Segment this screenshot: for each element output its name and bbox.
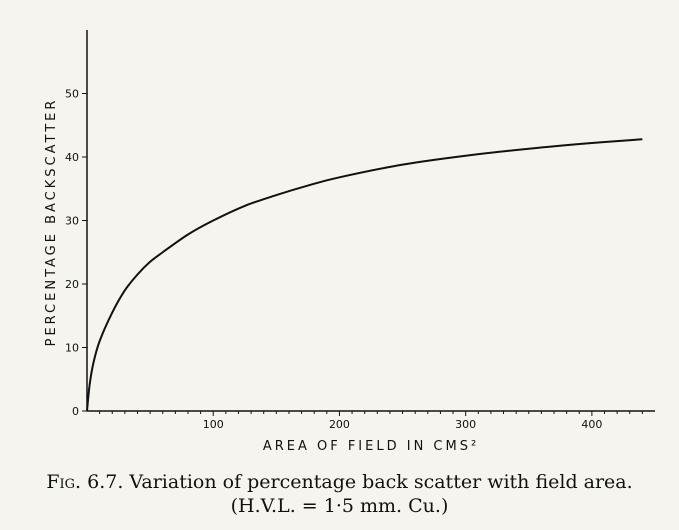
caption-line-2: (H.V.L. = 1·5 mm. Cu.) [230,495,449,517]
y-tick-label: 0 [72,405,79,418]
caption-line-1: Fig. 6.7. Variation of percentage back s… [0,470,679,494]
y-tick-label: 40 [65,151,79,164]
x-tick-label: 300 [455,418,476,431]
y-tick-label: 10 [65,342,79,355]
y-tick-label: 20 [65,278,79,291]
y-axis-title: PERCENTAGE BACKSCATTER [44,98,59,347]
caption-figure-prefix: Fig. [46,471,82,493]
x-axis-ticks: 100 200 300 400 [99,411,643,431]
x-tick-label: 100 [203,418,224,431]
caption-text: 6.7. Variation of percentage back scatte… [87,471,633,493]
x-tick-label: 400 [581,418,602,431]
y-axis-ticks: 0 10 20 30 40 50 [65,88,87,418]
x-axis-title: AREA OF FIELD IN CMS² [263,439,479,454]
backscatter-curve [86,138,643,412]
backscatter-chart: 0 10 20 30 40 50 100 200 300 400 PERCENTAGE BACK… [44,30,655,454]
figure-caption: Fig. 6.7. Variation of percentage back s… [0,470,679,518]
x-tick-label: 200 [329,418,350,431]
y-tick-label: 30 [65,215,79,228]
y-tick-label: 50 [65,88,79,101]
